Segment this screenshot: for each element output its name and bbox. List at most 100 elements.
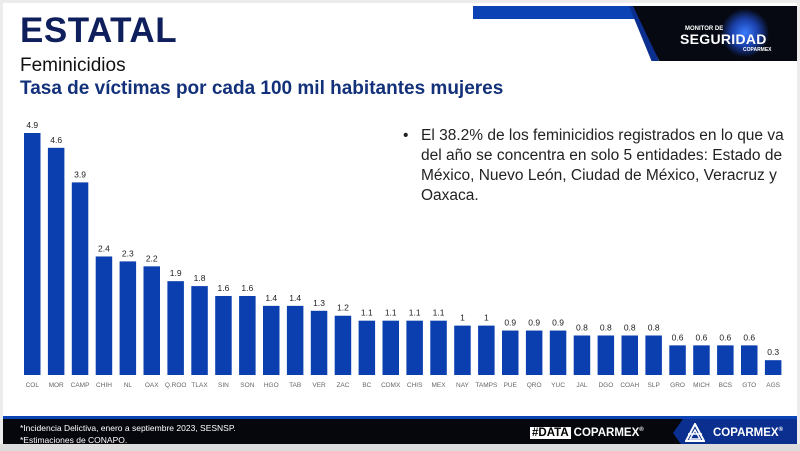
data-label: 0.8 (624, 322, 636, 332)
bar-ags (764, 360, 782, 375)
category-label: COL (26, 382, 40, 389)
data-label: 1.1 (409, 308, 421, 318)
data-label: 0.8 (648, 322, 660, 332)
bar-yuc (549, 330, 567, 375)
data-label: 1 (460, 313, 465, 323)
footer: *Incidencia Delictiva, enero a septiembr… (3, 416, 797, 444)
data-label: 0.6 (672, 332, 684, 342)
coparmex-label: COPARMEX (713, 427, 779, 439)
bar-hgo (263, 305, 280, 375)
bar-mich (693, 345, 710, 375)
data-label: 1.4 (265, 293, 277, 303)
category-label: SON (240, 382, 254, 389)
category-label: Q.ROO (165, 382, 187, 389)
category-label: TAB (289, 382, 301, 389)
bar-col (24, 133, 41, 375)
bar-cdmx (382, 320, 399, 375)
data-coparmex-logo: #DATA COPARMEX® (530, 427, 644, 439)
monitor-banner (633, 6, 797, 61)
data-label: 1.1 (433, 308, 445, 318)
registered-mark: ® (778, 427, 784, 434)
category-label: CHIH (96, 382, 112, 389)
data-box: #DATA (530, 427, 571, 439)
data-label: 0.8 (600, 322, 612, 332)
bar-gto (741, 345, 758, 375)
bar-mor (47, 147, 65, 375)
monitor-title: SEGURIDAD (680, 31, 767, 47)
category-label: NL (124, 382, 133, 389)
bullet-text: El 38.2% de los feminicidios registrados… (421, 127, 784, 204)
data-label: 2.2 (146, 253, 158, 263)
data-label: 0.6 (743, 332, 755, 342)
data-label: 1.2 (337, 303, 349, 313)
category-label: PUE (504, 382, 518, 389)
bar-chih (95, 256, 113, 375)
category-label: GRO (670, 382, 685, 389)
data-label: 1.4 (289, 293, 301, 303)
bar-zac (334, 315, 352, 375)
category-label: TAMPS (475, 382, 498, 389)
category-label: MEX (432, 382, 447, 389)
chart-subtitle: Tasa de víctimas por cada 100 mil habita… (20, 78, 504, 99)
subtitle: Feminicidios (20, 55, 126, 76)
bar-gro (669, 345, 686, 375)
bar-son (239, 295, 256, 375)
bar-oax (143, 266, 160, 375)
category-label: DGO (598, 382, 613, 389)
page-title: ESTATAL (20, 11, 178, 50)
data-label: 1.9 (170, 268, 182, 278)
registered-mark: ® (639, 427, 644, 434)
category-label: QRO (527, 382, 542, 389)
monitor-brand: COPARMEX (743, 47, 772, 53)
bar-tlax (191, 286, 208, 375)
bar-slp (645, 335, 662, 375)
category-label: CAMP (71, 382, 90, 389)
data-text: COPARMEX (573, 427, 640, 439)
data-label: 0.9 (504, 318, 516, 328)
category-label: COAH (620, 382, 639, 389)
coparmex-logo-icon (685, 423, 705, 442)
source-note: *Estimaciones de CONAPO. (20, 435, 128, 444)
bar-camp (71, 182, 89, 375)
taskbar (0, 444, 800, 451)
bar-pue (502, 330, 519, 375)
bar-chart: 4.9 COL 4.6 MOR 3.9 CAMP 2.4 CHIH 2.3 NL 2.2 OAX 1.9… (24, 120, 782, 389)
category-label: MOR (49, 382, 64, 389)
bar-sin (215, 295, 232, 375)
data-label: 0.9 (528, 318, 540, 328)
bar-qro (525, 330, 543, 375)
bar-nay (454, 325, 471, 375)
bar-mex (430, 320, 447, 375)
category-label: YUC (551, 382, 565, 389)
bar-jal (573, 335, 591, 375)
data-label: 0.3 (767, 347, 779, 357)
data-label: 1.8 (194, 273, 206, 283)
bar-bcs (717, 345, 734, 375)
data-label: 1.6 (218, 283, 230, 293)
category-label: TLAX (191, 382, 208, 389)
bar-qroo (167, 281, 184, 375)
source-note: *Incidencia Delictiva, enero a septiembr… (20, 423, 236, 433)
bar-bc (358, 320, 376, 375)
bar-tab (286, 305, 304, 375)
category-label: CHIS (407, 382, 423, 389)
category-label: BCS (719, 382, 733, 389)
data-label: 1.3 (313, 298, 325, 308)
category-label: OAX (145, 382, 159, 389)
category-label: SIN (218, 382, 229, 389)
data-label: 4.9 (26, 120, 38, 130)
category-label: NAY (456, 382, 470, 389)
data-label: 0.6 (719, 332, 731, 342)
category-label: CDMX (381, 382, 401, 389)
slide: ESTATAL Feminicidios Tasa de víctimas po… (3, 3, 797, 444)
coparmex-text: COPARMEX® (713, 427, 783, 439)
category-label: JAL (576, 382, 588, 389)
data-label: 0.9 (552, 318, 564, 328)
data-label: 2.4 (98, 243, 110, 253)
bullet-marker: • (403, 127, 409, 144)
category-label: MICH (693, 382, 710, 389)
category-label: ZAC (336, 382, 349, 389)
siren-light-icon (721, 9, 769, 57)
bullet-note: • El 38.2% de los feminicidios registrad… (403, 126, 797, 206)
bar-tamps (478, 325, 495, 375)
